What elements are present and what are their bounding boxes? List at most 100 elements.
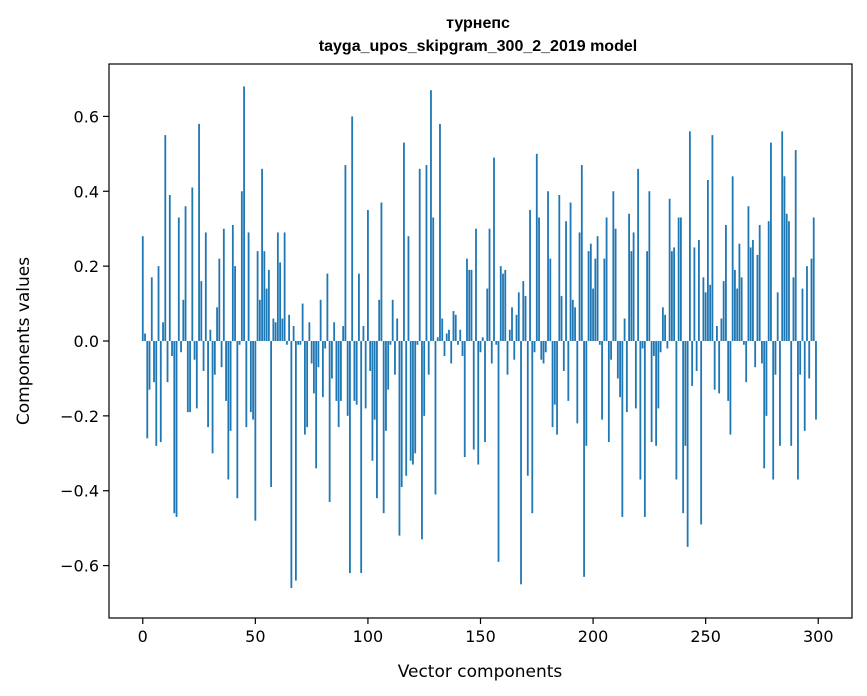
bar [299, 341, 302, 345]
bar [722, 281, 725, 341]
bar [711, 135, 714, 341]
bar [276, 232, 279, 341]
bar [688, 131, 691, 341]
bar [682, 341, 685, 514]
bar [256, 251, 259, 341]
bar [448, 329, 450, 341]
bar [641, 341, 644, 349]
bar [162, 322, 164, 341]
bar [263, 251, 266, 341]
x-tick-label: 100 [353, 627, 384, 646]
bar [326, 273, 329, 341]
bar [245, 341, 248, 428]
bar [333, 322, 336, 341]
bar [538, 217, 540, 341]
bar [213, 341, 216, 375]
bar [380, 202, 383, 341]
bar [189, 341, 191, 413]
bar [551, 341, 554, 428]
bar [781, 131, 784, 341]
y-tick-label: −0.4 [60, 482, 99, 501]
bar [670, 251, 673, 341]
bar [511, 307, 513, 341]
bar [364, 341, 367, 409]
bar [479, 341, 482, 353]
bar [337, 341, 340, 428]
bar [376, 341, 378, 499]
bar [193, 341, 196, 360]
y-tick-label: 0.2 [74, 257, 99, 276]
bar [770, 142, 772, 341]
bar [249, 341, 252, 413]
bar [416, 341, 419, 345]
bar [321, 341, 324, 398]
bar [340, 341, 342, 401]
bar [312, 341, 315, 394]
bar [652, 341, 655, 356]
bar [335, 341, 338, 401]
bar [650, 341, 653, 443]
bar [580, 165, 583, 341]
bar [463, 341, 466, 458]
bar [740, 277, 743, 341]
bar [409, 341, 412, 461]
bar [585, 341, 588, 446]
bar [571, 299, 574, 341]
bar [725, 224, 727, 341]
bar [738, 243, 741, 341]
bar [141, 236, 144, 341]
bar [430, 90, 432, 341]
bar [666, 341, 669, 349]
bar [220, 341, 223, 368]
x-tick-label: 50 [245, 627, 265, 646]
bar [200, 281, 203, 341]
bar [601, 341, 603, 420]
bar [709, 284, 712, 341]
bar [457, 341, 459, 345]
bar [159, 341, 162, 443]
bar [342, 326, 345, 341]
bar [157, 266, 160, 341]
bar [207, 341, 209, 428]
bar [639, 341, 642, 480]
bar [150, 277, 153, 341]
bar [493, 157, 495, 341]
bar [727, 341, 730, 401]
bar [607, 341, 610, 443]
bar [216, 307, 218, 341]
bar [285, 341, 288, 345]
bar [195, 341, 198, 409]
bar [776, 292, 779, 341]
bar [628, 213, 630, 341]
bar [531, 341, 534, 514]
bar [405, 341, 408, 476]
bar [412, 341, 414, 465]
bar [547, 191, 549, 341]
y-tick-label: 0.4 [74, 182, 99, 201]
bar [792, 277, 795, 341]
bar [414, 341, 417, 454]
bar [587, 251, 590, 341]
bar [720, 318, 723, 341]
bar [594, 258, 597, 341]
bar [758, 224, 761, 341]
bar [632, 232, 635, 341]
chart-title: турнепс [446, 15, 510, 32]
bar [294, 341, 297, 581]
bar [803, 341, 806, 431]
bar [421, 341, 423, 540]
bar [643, 341, 646, 517]
bar [146, 341, 149, 439]
bar [222, 228, 225, 341]
bar [452, 311, 455, 341]
y-tick-label: 0.6 [74, 107, 99, 126]
bar [605, 217, 608, 341]
bar [274, 322, 277, 341]
bar [522, 281, 525, 341]
bar [700, 341, 703, 525]
bar [490, 341, 493, 364]
bar [353, 341, 356, 401]
bar [625, 341, 628, 413]
bar [184, 206, 187, 341]
bar [610, 341, 612, 360]
